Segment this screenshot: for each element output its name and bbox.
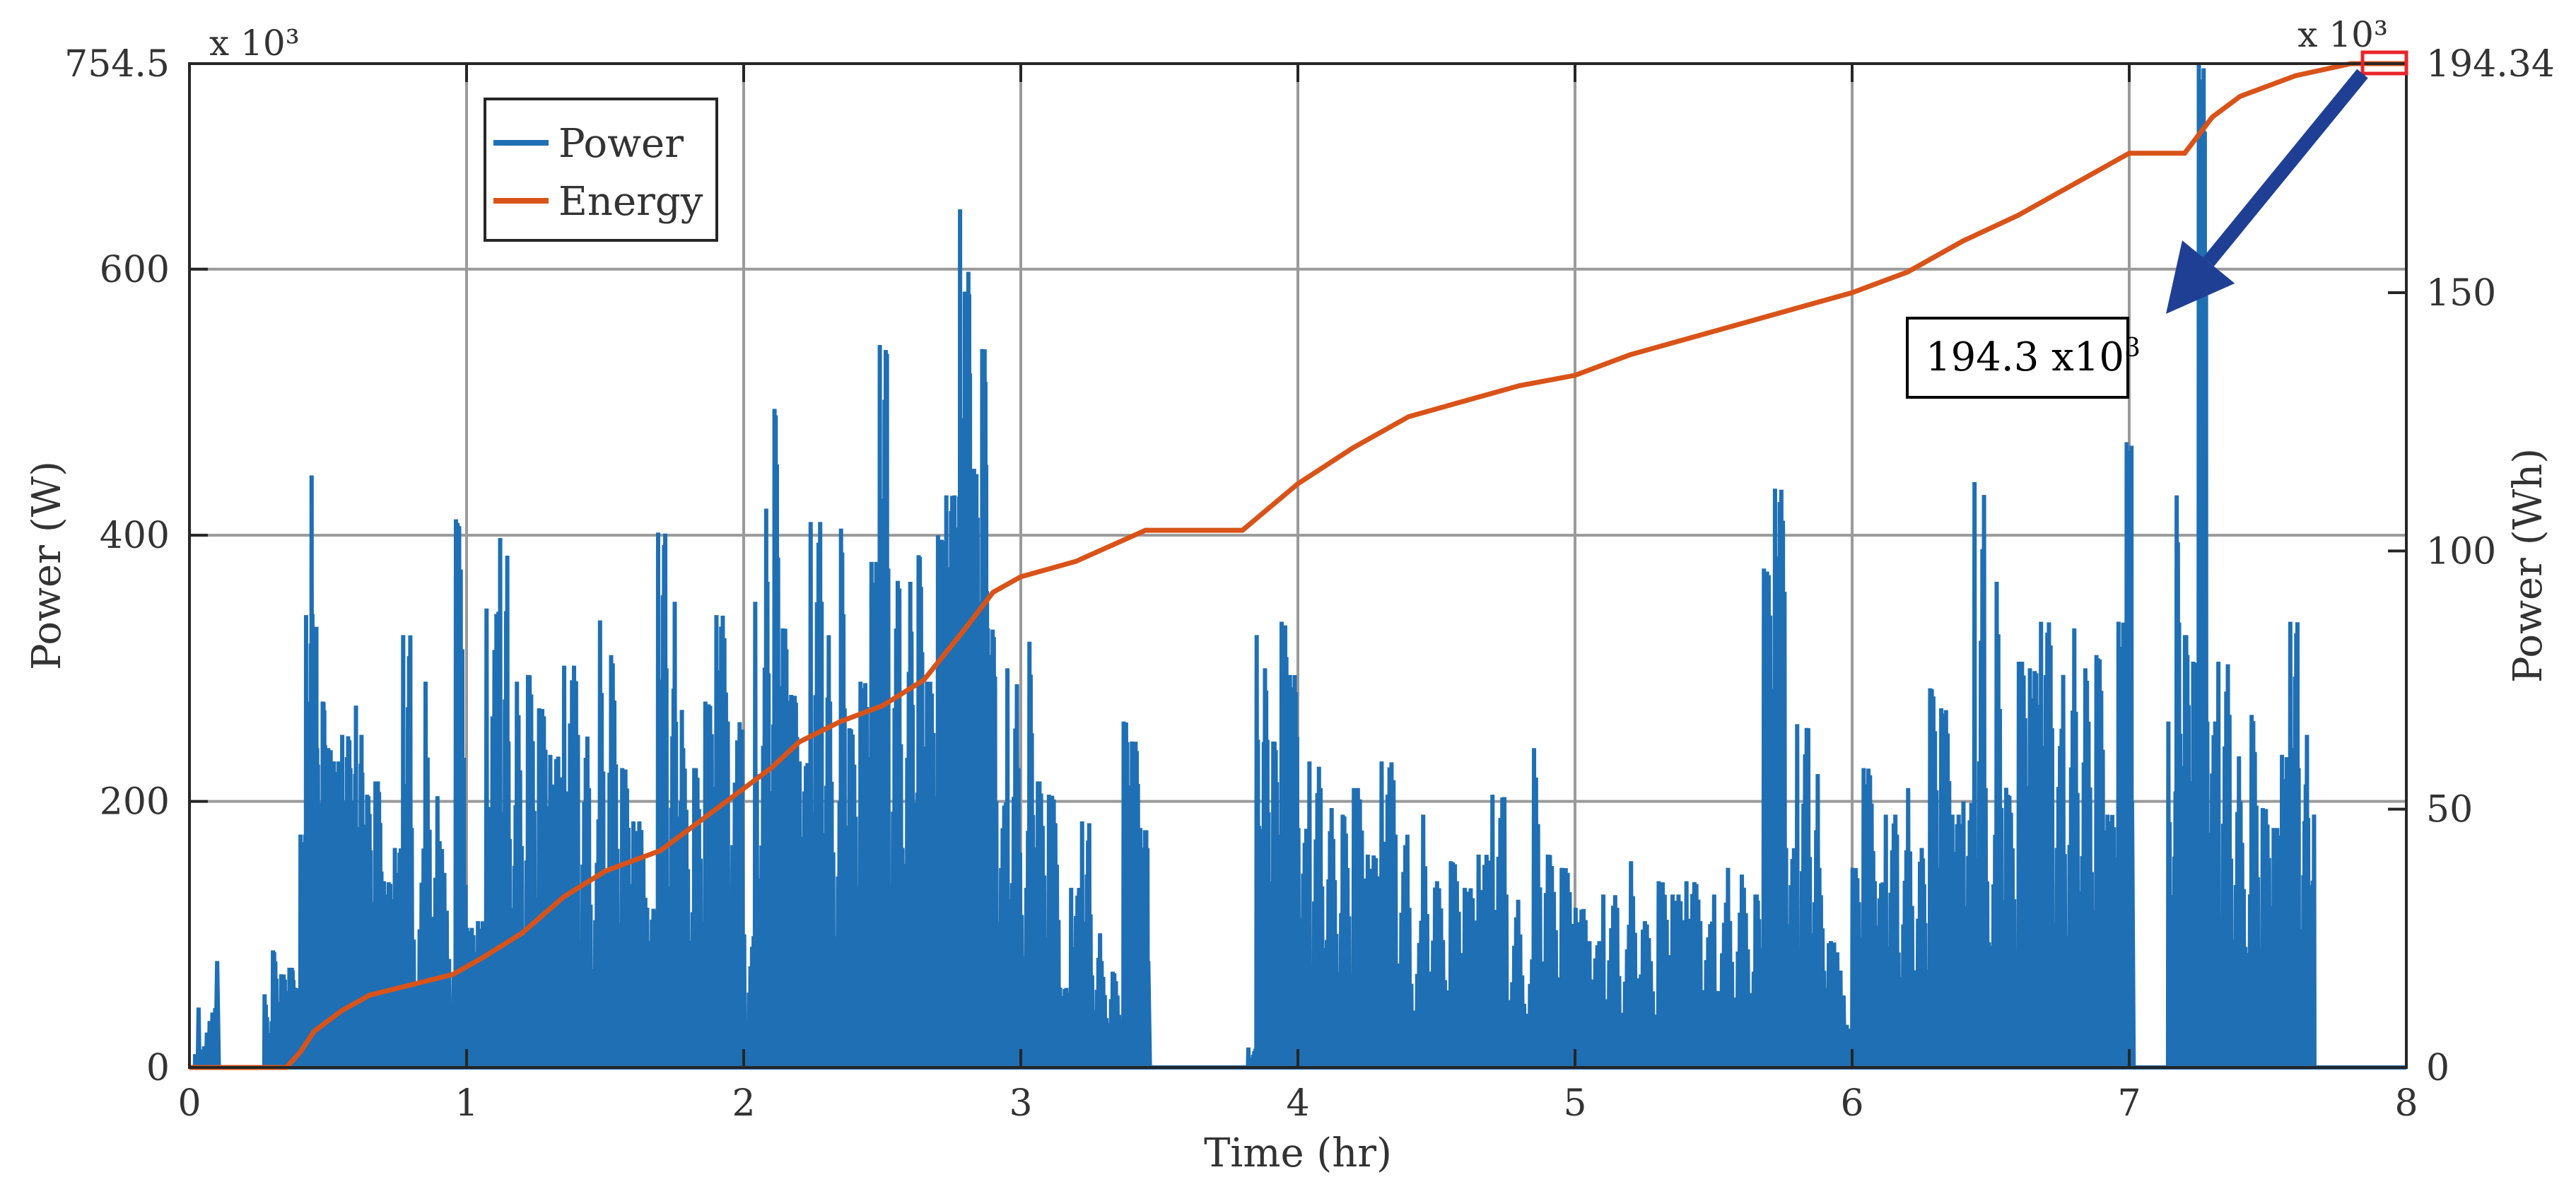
y-axis-left-label: Power (W) [24,461,70,670]
y-right-tick-label-2: 100 [2426,530,2496,573]
energy-series [189,61,2406,1070]
y-left-tick-label-0: 0 [146,1047,170,1089]
y-left-tick-label-4: 754.5 [64,43,170,86]
y-left-tick-label-1: 200 [100,781,170,824]
y-left-tick-label-3: 600 [100,249,170,291]
x-tick-label-6: 6 [1840,1082,1863,1125]
annotation-arrow [2166,69,2368,314]
y-left-tick-label-2: 400 [100,515,170,557]
x-tick-label-5: 5 [1563,1082,1586,1125]
x-tick-label-2: 2 [732,1082,755,1125]
annotation-value: 194.3 x10 [1926,334,2124,380]
annotation-text: 194.3 x103 [1926,334,2141,381]
annotation-box [1906,317,2129,399]
x-tick-label-8: 8 [2394,1082,2418,1125]
power-line [189,63,2406,1070]
x-tick-label-0: 0 [177,1082,201,1125]
x-tick-label-1: 1 [455,1082,478,1125]
y-right-tick-label-1: 50 [2426,789,2473,831]
y-right-tick-label-3: 150 [2426,272,2496,315]
y-right-tick-label-4: 194.34 [2426,43,2555,86]
power-series [189,63,2406,1070]
x-axis-label: Time (hr) [1204,1130,1392,1176]
x-tick-label-3: 3 [1009,1082,1032,1125]
x-tick-label-7: 7 [2117,1082,2141,1125]
energy-line [189,61,2406,1070]
annotation-exponent: 3 [2124,334,2141,363]
arrow-head [2166,240,2235,314]
legend-label-energy: Energy [558,179,703,225]
y-right-tick-label-0: 0 [2426,1047,2449,1089]
arrow-shaft [2203,69,2368,267]
x-tick-label-4: 4 [1286,1082,1309,1125]
grid [189,64,2406,1067]
annotation-callout: 194.3 x103 [1906,317,2141,399]
legend: Power Energy [484,98,718,242]
y-left-exponent: x 10³ [209,23,300,64]
y-right-exponent: x 10³ [2297,14,2388,55]
end-value-highlight-box [2360,50,2408,76]
legend-label-power: Power [558,121,684,167]
y-axis-right-label: Power (Wh) [2505,448,2551,683]
legend-box [484,98,718,242]
